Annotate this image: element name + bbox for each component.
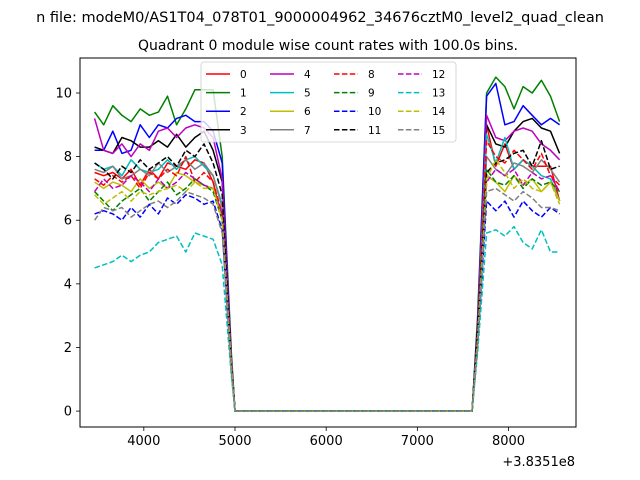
series-line-13 [94, 225, 560, 412]
x-tick-label: 4000 [127, 434, 160, 449]
legend-label-15: 15 [432, 125, 445, 137]
series-line-11 [94, 139, 560, 412]
x-tick-label: 6000 [310, 434, 343, 449]
legend-label-4: 4 [304, 69, 311, 81]
chart-title: Quadrant 0 module wise count rates with … [138, 38, 518, 54]
ticks-layer: 4000 5000 6000 7000 8000 0 2 4 6 8 10 [55, 86, 525, 449]
x-tick-label: 7000 [401, 434, 434, 449]
y-tick-label: 2 [64, 341, 72, 356]
legend-label-2: 2 [240, 106, 247, 118]
legend-label-3: 3 [240, 125, 247, 137]
series-line-7 [94, 155, 561, 412]
legend-label-10: 10 [368, 106, 381, 118]
x-tick-label: 5000 [218, 434, 251, 449]
y-tick-label: 10 [55, 86, 72, 101]
series-line-5 [94, 133, 561, 412]
series-layer [93, 76, 561, 412]
series-line-12 [93, 168, 561, 412]
legend-label-7: 7 [304, 125, 311, 137]
legend-label-9: 9 [368, 88, 375, 100]
plot-frame [79, 57, 577, 428]
series-line-10 [94, 194, 561, 412]
legend-label-8: 8 [368, 69, 375, 81]
legend-label-11: 11 [368, 125, 381, 137]
x-offset-label: +3.8351e8 [502, 455, 575, 470]
legend-label-14: 14 [432, 106, 446, 118]
y-tick-label: 4 [64, 277, 72, 292]
legend-box [200, 61, 457, 143]
series-line-0 [94, 124, 561, 412]
series-line-15 [93, 187, 560, 412]
series-line-8 [94, 139, 561, 412]
y-tick-label: 0 [64, 405, 72, 420]
series-line-14 [94, 159, 561, 412]
legend-label-13: 13 [432, 88, 445, 100]
legend-label-0: 0 [240, 69, 247, 81]
y-tick-label: 8 [64, 150, 72, 165]
legend-label-1: 1 [240, 88, 247, 100]
series-line-6 [94, 171, 561, 412]
legend-label-12: 12 [432, 69, 445, 81]
y-tick-label: 6 [64, 214, 72, 229]
legend-label-5: 5 [304, 88, 311, 100]
legend-label-6: 6 [304, 106, 311, 118]
x-tick-label: 8000 [492, 434, 525, 449]
chart-suptitle: n file: modeM0/AS1T04_078T01_9000004962_… [36, 10, 604, 26]
